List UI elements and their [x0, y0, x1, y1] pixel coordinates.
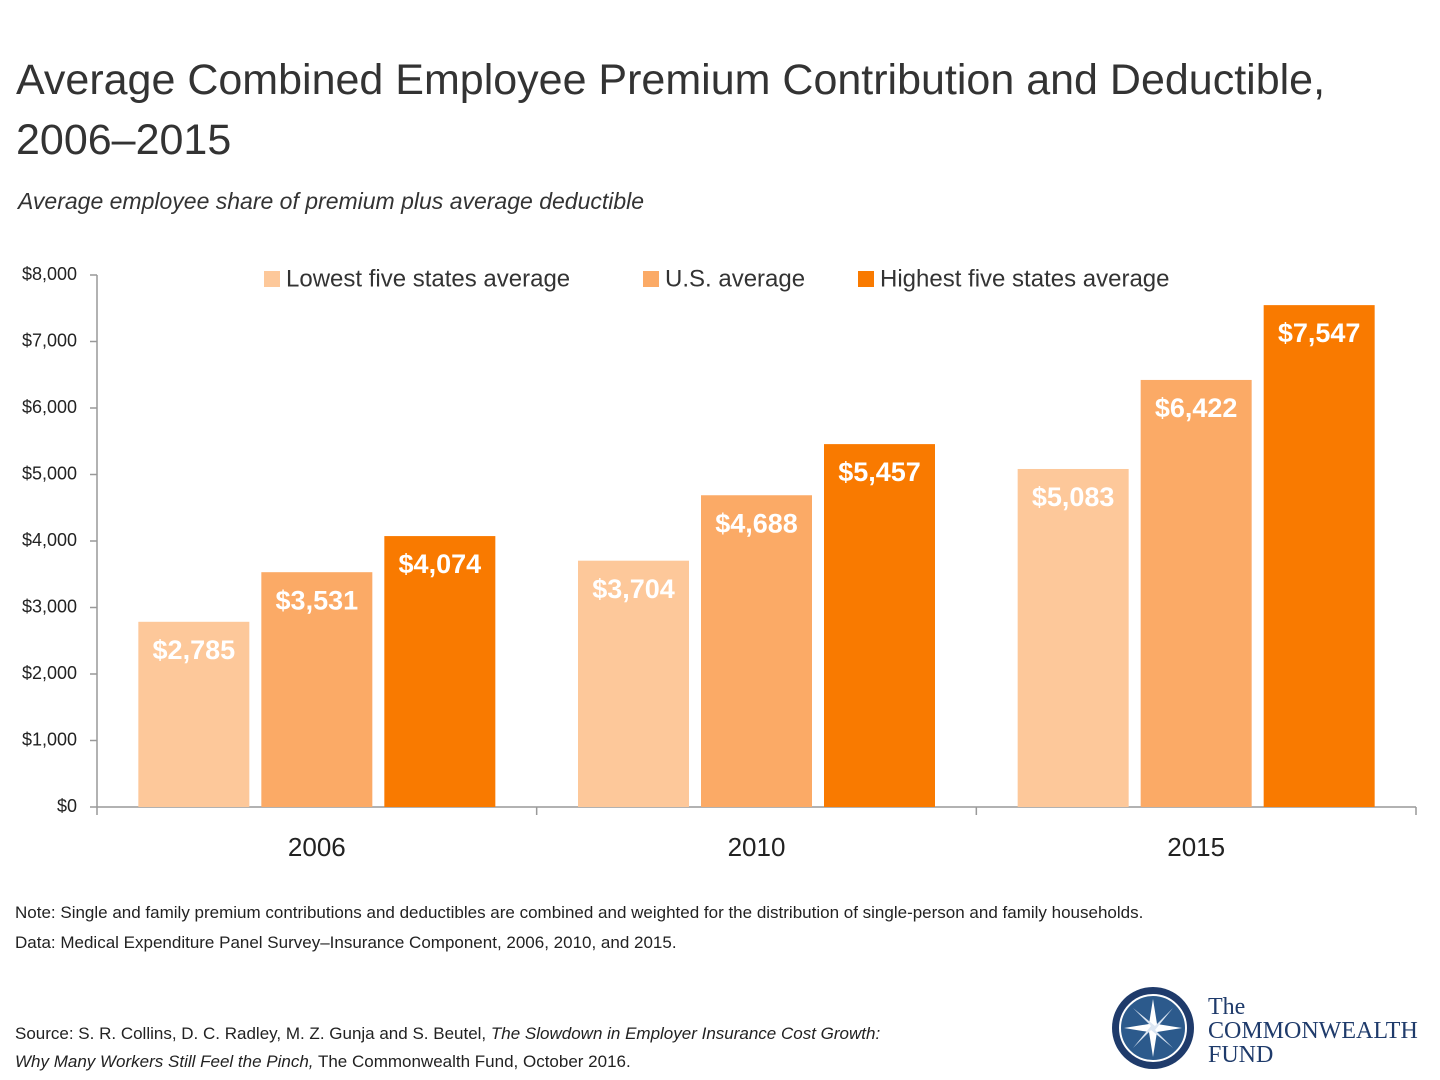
value-label: $5,083: [1032, 482, 1115, 512]
value-label: $3,531: [276, 585, 359, 615]
y-tick-label: $8,000: [22, 264, 77, 284]
emblem-star: [1133, 1008, 1173, 1048]
y-tick-label: $2,000: [22, 663, 77, 683]
chart-subtitle: Average employee share of premium plus a…: [18, 188, 645, 214]
legend-swatch: [264, 271, 280, 287]
bar: [261, 572, 373, 807]
legend-label: Lowest five states average: [286, 265, 570, 292]
y-tick-label: $4,000: [22, 530, 77, 550]
legend-swatch: [643, 271, 659, 287]
x-tick-label: 2006: [288, 832, 346, 862]
logo-text: The COMMONWEALTH FUND: [1208, 995, 1418, 1067]
value-label: $3,704: [592, 574, 675, 604]
legend-label: Highest five states average: [880, 265, 1170, 292]
note: Data: Medical Expenditure Panel Survey–I…: [15, 933, 677, 952]
chart-title: Average Combined Employee Premium Contri…: [16, 56, 1326, 164]
value-label: $4,074: [399, 549, 482, 579]
source-suffix: The Commonwealth Fund, October 2016.: [317, 1052, 631, 1071]
value-label: $7,547: [1278, 318, 1361, 348]
bar: [1263, 305, 1375, 807]
x-tick-label: 2010: [728, 832, 786, 862]
source-prefix: Source: S. R. Collins, D. C. Radley, M. …: [15, 1024, 487, 1043]
bar: [384, 536, 496, 807]
y-tick-label: $6,000: [22, 397, 77, 417]
y-tick-label: $5,000: [22, 463, 77, 483]
value-label: $2,785: [153, 635, 236, 665]
y-tick-label: $0: [57, 796, 77, 816]
chart: $0 $1,000 $2,000 $3,000 $4,000 $5,000 $6,000 $7…: [22, 264, 1417, 862]
x-tick-label: 2015: [1167, 832, 1225, 862]
logo-line: FUND: [1208, 1042, 1274, 1068]
value-label: $4,688: [715, 508, 798, 538]
y-tick-label: $1,000: [22, 729, 77, 749]
legend-label: U.S. average: [665, 265, 805, 292]
y-tick-label: $3,000: [22, 596, 77, 616]
logo-line: COMMONWEALTH: [1208, 1018, 1418, 1044]
source-title: The Slowdown in Employer Insurance Cost …: [15, 1024, 881, 1071]
note: Note: Single and family premium contribu…: [15, 903, 1144, 922]
source: Source: S. R. Collins, D. C. Radley, M. …: [15, 1020, 895, 1076]
value-label: $5,457: [838, 457, 921, 487]
bar: [824, 444, 935, 807]
bar: [701, 495, 812, 807]
logo-line: The: [1208, 994, 1246, 1020]
bar: [138, 621, 250, 807]
legend-swatch: [858, 271, 874, 287]
y-tick-label: $7,000: [22, 330, 77, 350]
logo-emblem: [1112, 987, 1194, 1069]
bar: [578, 560, 689, 807]
bar: [1017, 468, 1129, 807]
value-label: $6,422: [1155, 393, 1238, 423]
bar: [1140, 379, 1252, 807]
